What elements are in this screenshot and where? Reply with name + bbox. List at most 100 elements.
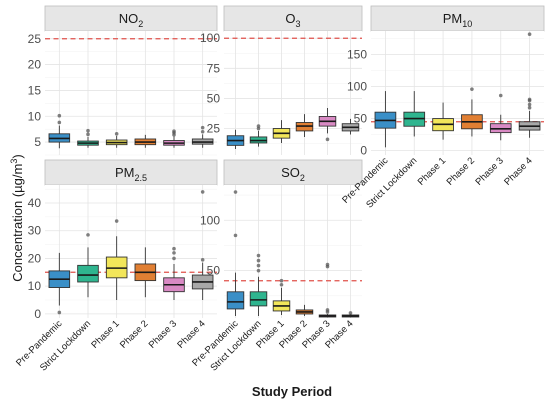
x-tick-label-strict-lockdown: Strict Lockdown [364, 155, 419, 210]
y-tick-label: 50 [207, 91, 221, 105]
outlier-point [172, 251, 176, 255]
panel-background [45, 185, 217, 318]
box-strict-lockdown [77, 128, 99, 148]
box-phase-1 [272, 278, 291, 315]
y-axis-title-end: ) [10, 154, 25, 158]
outlier-point [86, 128, 90, 133]
outlier-point [86, 233, 90, 237]
box-phase-1 [272, 120, 291, 143]
facet-label: SO2 [281, 165, 305, 183]
box-iqr [249, 291, 268, 307]
y-tick-label: 50 [207, 264, 221, 278]
y-tick-label: 10 [28, 109, 42, 123]
y-tick-label: 20 [28, 251, 42, 265]
facet-label-main: PM [443, 11, 463, 26]
outlier-point [348, 311, 353, 315]
outlier-point [114, 219, 119, 223]
facet-label: PM10 [443, 11, 473, 29]
facet-label: PM2.5 [115, 165, 147, 183]
outlier-point [527, 97, 532, 102]
box-phase-3 [318, 108, 337, 142]
box-phase-2 [461, 87, 483, 137]
box-phase-2 [134, 247, 157, 298]
y-tick-label: 100 [347, 80, 367, 94]
x-tick-label-phase-2: Phase 2 [445, 155, 477, 187]
y-tick-label: 25 [28, 32, 42, 46]
panel-background [45, 31, 217, 155]
y-tick-label: 0 [34, 307, 41, 321]
x-tick-label-phase-2: Phase 2 [118, 318, 150, 350]
outlier-point [57, 120, 62, 125]
box-strict-lockdown [77, 233, 99, 298]
panel-o3: O3 25 50 75 100 [200, 5, 363, 155]
facet-label: NO2 [119, 11, 144, 29]
box-iqr [77, 264, 99, 283]
outlier-point [114, 132, 119, 136]
y-tick-label: 100 [200, 213, 220, 227]
box-pre-pandemic [48, 252, 71, 315]
outlier-point [256, 268, 261, 273]
box-phase-2 [295, 114, 314, 137]
facet-label-main: O [285, 11, 295, 26]
y-tick-label: 25 [207, 122, 221, 136]
box-phase-3 [489, 93, 512, 141]
outlier-point [200, 190, 205, 194]
box-phase-4 [191, 125, 214, 148]
y-tick-label: 100 [200, 31, 220, 45]
outlier-point [57, 113, 62, 118]
outlier-point [256, 258, 261, 263]
y-tick-label: 30 [28, 224, 42, 238]
facet-strip [44, 5, 218, 32]
outlier-point [256, 124, 261, 128]
outlier-point [233, 233, 238, 238]
x-axis-title: Study Period [252, 384, 332, 399]
outlier-point [256, 253, 261, 258]
outlier-point [200, 129, 205, 134]
x-tick-label-phase-1: Phase 1 [416, 155, 448, 187]
outlier-point [256, 263, 261, 268]
outlier-point [57, 310, 62, 315]
box-strict-lockdown [403, 91, 426, 137]
outlier-point [527, 105, 532, 110]
facet-panels: NO2510152025O3255075100PM10050100150PM2.… [28, 5, 545, 321]
facet-label-main: NO [119, 11, 139, 26]
y-tick-label: 0 [360, 144, 367, 158]
y-tick-label: 5 [34, 135, 41, 149]
panel-background [224, 185, 362, 318]
facet-label-main: SO [281, 165, 300, 180]
box-pre-pandemic [226, 190, 245, 316]
outlier-point [172, 256, 176, 261]
panel-so2: SO2 50 100 [200, 159, 363, 318]
facet-label-main: PM [115, 165, 135, 180]
outlier-point [527, 102, 532, 107]
facet-strip [370, 5, 545, 32]
box-phase-4 [518, 32, 541, 138]
box-phase-4 [191, 190, 214, 300]
outlier-point [470, 87, 474, 91]
box-pre-pandemic [48, 113, 71, 149]
box-phase-3 [318, 262, 337, 318]
facet-strip [44, 159, 218, 186]
box-strict-lockdown [249, 253, 268, 316]
facet-strip [223, 159, 363, 186]
outlier-point [279, 282, 284, 287]
outlier-point [325, 262, 330, 267]
box-pre-pandemic [226, 129, 245, 149]
box-phase-1 [105, 132, 128, 148]
panel-pm25: PM2.5 0 10 20 30 40 [28, 159, 218, 321]
box-phase-1 [432, 102, 454, 140]
outlier-point [86, 132, 90, 137]
y-axis-title-main: Concentration (µg/m [10, 164, 25, 282]
box-phase-2 [295, 304, 314, 316]
y-tick-label: 15 [28, 83, 42, 97]
outlier-point [172, 246, 176, 251]
panel-background [371, 31, 544, 155]
box-pre-pandemic [374, 91, 397, 148]
outlier-point [279, 278, 284, 283]
box-phase-2 [134, 134, 157, 148]
facet-label-sub: 3 [296, 19, 301, 29]
y-tick-label: 20 [28, 58, 42, 72]
